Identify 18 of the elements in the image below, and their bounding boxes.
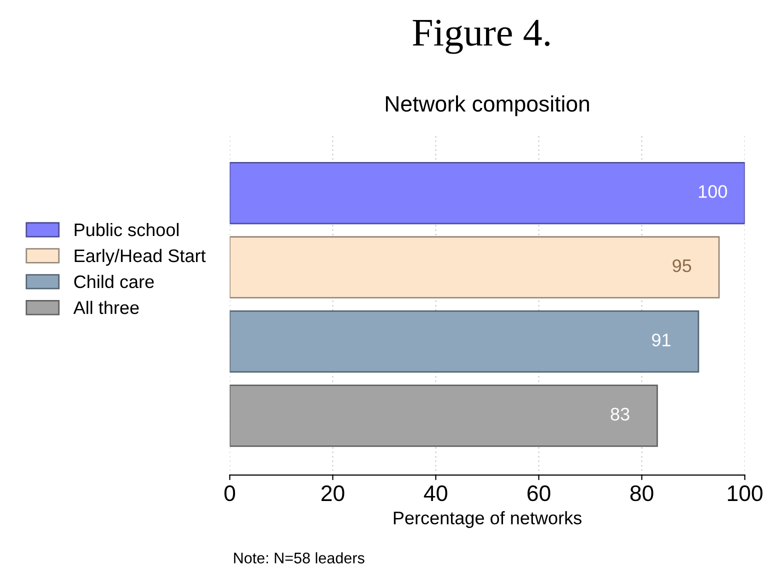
data-label: 95 <box>672 259 692 272</box>
legend-label: Early/Head Start <box>74 248 206 266</box>
data-label: 83 <box>610 408 630 421</box>
x-tick-label: 0 <box>224 485 236 502</box>
legend-label: Child care <box>74 274 154 288</box>
legend-label: All three <box>73 300 139 314</box>
x-tick-label: 80 <box>630 485 654 502</box>
text: Note: N=58 leaders <box>234 552 364 564</box>
legend-label: Public school <box>74 222 179 236</box>
x-tick-label: 40 <box>424 485 448 502</box>
data-label: 91 <box>652 334 670 346</box>
x-tick-label: 60 <box>528 485 550 502</box>
x-axis-title: Percentage of networks <box>394 511 582 528</box>
chart-title: Figure 4. <box>412 20 550 54</box>
x-tick-label: 100 <box>728 485 762 502</box>
x-tick-label: 20 <box>322 485 344 502</box>
data-label: 100 <box>698 185 727 198</box>
chart-subtitle: Network composition <box>386 95 589 116</box>
